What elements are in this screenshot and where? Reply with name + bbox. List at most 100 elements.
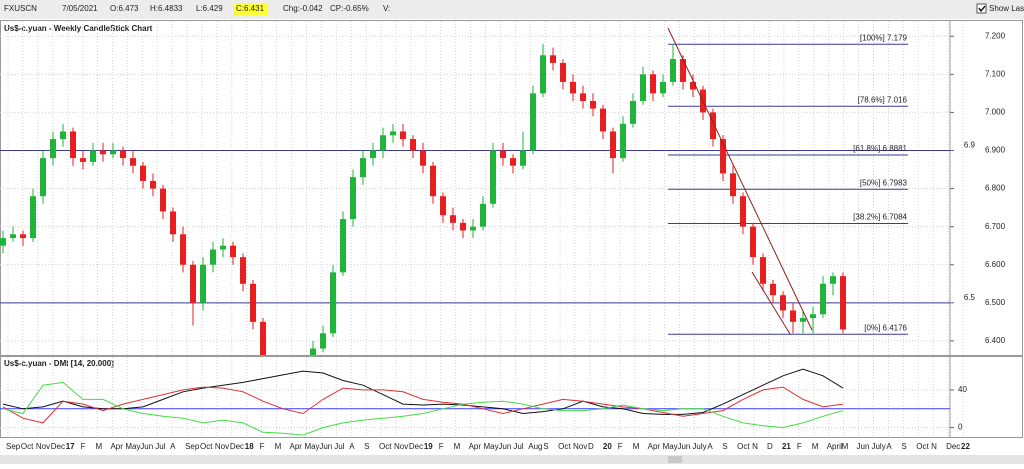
close: C:6.431 (236, 4, 265, 13)
candle-body (640, 74, 646, 101)
candle-body (70, 131, 76, 159)
candle-body (400, 131, 406, 140)
change-pct: CP:-0.65% (330, 4, 369, 13)
y-tick-label: 0 (958, 423, 963, 432)
fib-label: [78.6%] 7.016 (858, 95, 908, 104)
candle-body (350, 177, 356, 220)
close-highlight (233, 3, 268, 15)
candle-body (250, 283, 256, 322)
candle-body (500, 150, 506, 159)
candle-body (770, 283, 776, 296)
symbol: FXUSCN (4, 4, 37, 13)
dmi-line (2, 368, 844, 415)
candle-body (10, 234, 16, 239)
candle-body (110, 150, 116, 155)
x-tick-label: Nov (215, 442, 229, 451)
y-tick-label: 6.500 (985, 298, 1006, 307)
candle-body (420, 150, 426, 166)
x-tick-label: 20 (603, 442, 612, 451)
volume: V: (383, 4, 390, 13)
candle-body (310, 348, 316, 355)
x-tick-label: Dec (946, 442, 960, 451)
x-tick-label: 18 (245, 442, 254, 451)
candle-body (170, 211, 176, 235)
price-panel (0, 20, 1023, 356)
candle-body (610, 131, 616, 159)
candle-body (380, 135, 386, 151)
candle-body (780, 295, 786, 311)
checkbox[interactable] (976, 3, 987, 14)
candle-body (160, 188, 166, 212)
check (978, 5, 986, 13)
show-last[interactable]: Show Last (989, 4, 1024, 13)
scroll-thumb[interactable] (668, 456, 682, 463)
candle-body (60, 131, 66, 140)
candle-body (190, 264, 196, 303)
candle-body (550, 55, 556, 63)
x-tick-label: Nov (394, 442, 408, 451)
x-tick-label: July (692, 442, 706, 451)
candle-body (670, 59, 676, 82)
dmi-panel (0, 356, 1023, 438)
candle-body (220, 245, 226, 250)
x-tick-label: May (484, 442, 499, 451)
x-tick-label: S (364, 442, 369, 451)
fib-label: [38.2%] 6.7084 (853, 213, 907, 222)
candle-body (290, 379, 296, 394)
x-tick-label: S (901, 442, 906, 451)
x-tick-label: Oct (379, 442, 392, 451)
candle-body (560, 62, 566, 82)
candle-body (450, 215, 456, 223)
candle-body (370, 150, 376, 159)
candle-body (790, 310, 796, 322)
x-tick-label: F (439, 442, 444, 451)
x-tick-label: Oct (737, 442, 750, 451)
candle-body (740, 196, 746, 227)
candle-body (100, 150, 106, 155)
candle-body (50, 139, 56, 159)
x-tick-label: A (707, 442, 713, 451)
open: O:6.473 (110, 4, 139, 13)
candle-body (430, 165, 436, 197)
candle-body (180, 234, 186, 265)
x-tick-label: S (543, 442, 548, 451)
candle-body (480, 203, 486, 227)
x-tick-label: Jun (677, 442, 690, 451)
y-tick-label: 6.900 (985, 146, 1006, 155)
candle-body (210, 249, 216, 265)
candle-body (580, 93, 586, 101)
x-tick-label: F (260, 442, 265, 451)
candle-body (510, 158, 516, 166)
y-tick-label: 6.400 (985, 336, 1006, 345)
y-tick-label: 40 (958, 385, 967, 394)
candle-body (660, 81, 666, 94)
x-tick-label: May (125, 442, 140, 451)
x-tick-label: Apr (469, 442, 482, 451)
y-tick-label: 7.200 (985, 31, 1006, 40)
x-tick-label: Dec (51, 442, 65, 451)
candle-body (470, 226, 476, 231)
scrollbar[interactable] (0, 455, 1024, 464)
x-tick-label: Nov (573, 442, 587, 451)
date: 7/05/2021 (62, 4, 98, 13)
fib-label: [50%] 6.7983 (860, 178, 908, 187)
candle-body (620, 123, 626, 159)
price-title: Us$-c.yuan - Weekly CandleStick Chart (4, 24, 153, 33)
candle-body (600, 108, 606, 132)
x-tick-label: Jun (140, 442, 153, 451)
candle-body (630, 100, 636, 124)
x-tick-label: M (812, 442, 819, 451)
x-tick-label: May (663, 442, 678, 451)
x-tick-label: Apr (648, 442, 661, 451)
candle-body (750, 226, 756, 258)
y-tick-label: 6.700 (985, 222, 1006, 231)
y-tick-label: 6.800 (985, 184, 1006, 193)
x-tick-label: Oct (200, 442, 213, 451)
candle-body (840, 276, 846, 330)
candle-body (710, 112, 716, 140)
candle-body (530, 93, 536, 151)
x-tick-label: F (797, 442, 802, 451)
x-tick-label: A (170, 442, 176, 451)
level-label: 6.9 (964, 141, 976, 150)
candle-body (150, 180, 156, 189)
